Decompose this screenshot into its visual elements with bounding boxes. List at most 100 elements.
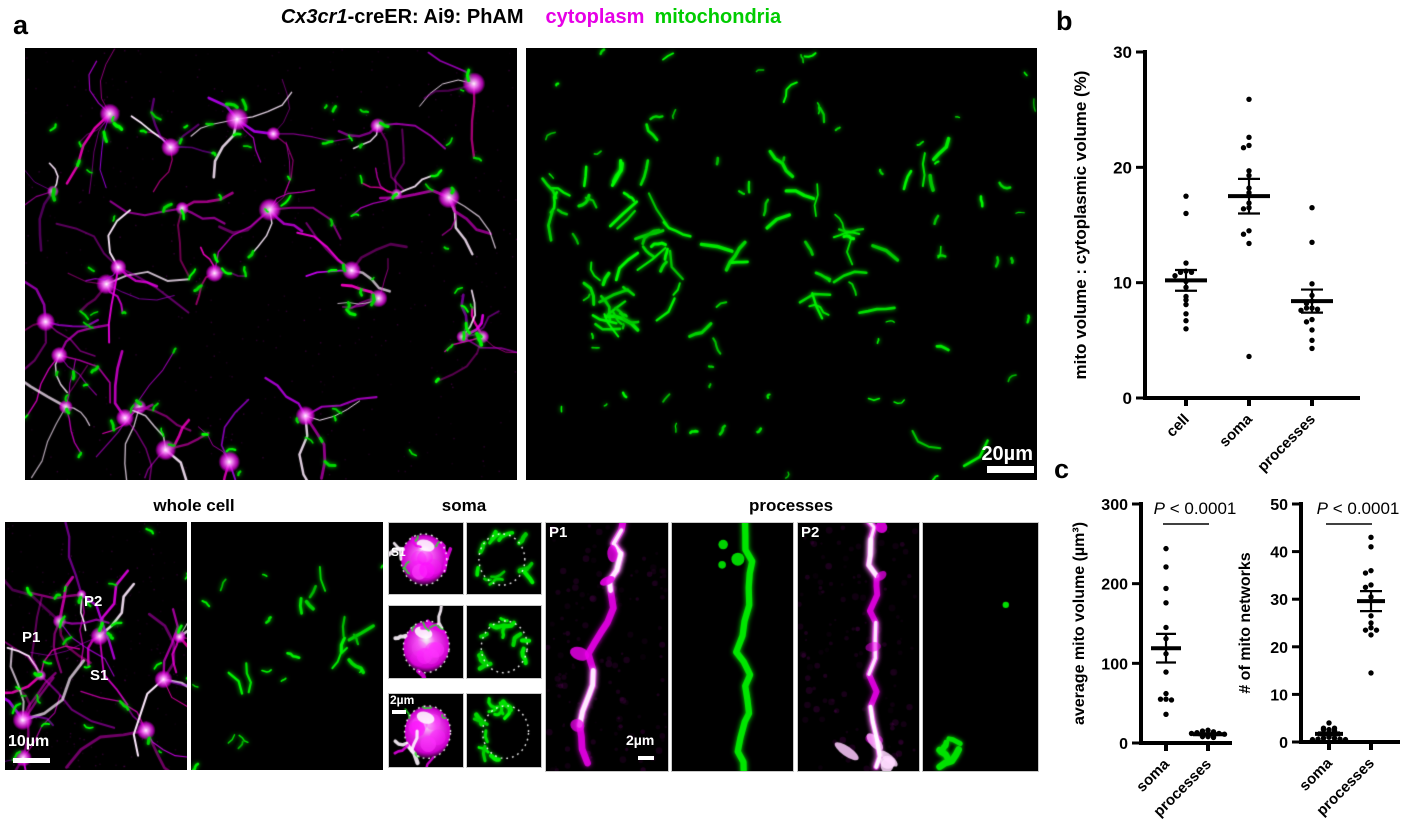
label-process-p2: P2 [801, 524, 820, 541]
panel-letter-b: b [1056, 6, 1073, 36]
label-soma-s1: S1 [391, 545, 406, 559]
data-point [1368, 670, 1374, 676]
data-point [1309, 736, 1316, 743]
data-point [1362, 627, 1369, 633]
y-axis-label: average mito volume (µm³) [1071, 522, 1088, 725]
data-point [1246, 228, 1252, 234]
data-point [1183, 260, 1189, 266]
scale-bar-10um [13, 758, 50, 763]
data-point [1326, 726, 1332, 733]
data-point [1163, 690, 1169, 697]
micrograph-process1-merged [545, 522, 669, 772]
x-category-label: soma [1296, 754, 1336, 794]
data-point [1303, 300, 1310, 307]
y-tick-label: 20 [1270, 640, 1288, 657]
title-construct: -creER: Ai9: PhAM [347, 6, 524, 28]
data-point [1199, 728, 1206, 734]
data-point [1183, 268, 1189, 274]
data-point [1163, 696, 1169, 702]
data-point [1315, 736, 1321, 742]
data-point [1205, 733, 1211, 740]
data-point [1246, 172, 1252, 179]
y-tick-label: 10 [1270, 687, 1288, 704]
data-point [1246, 190, 1252, 196]
data-point [1177, 269, 1184, 275]
micrograph-process1-mito [671, 522, 794, 772]
data-point [1309, 205, 1315, 211]
data-point [1362, 584, 1369, 590]
data-point [1246, 168, 1252, 174]
y-tick-label: 30 [1113, 43, 1132, 62]
data-point [1309, 281, 1315, 287]
data-point [1194, 729, 1200, 736]
data-point [1246, 96, 1252, 102]
x-category-label: cell [1163, 411, 1193, 441]
data-point [1183, 284, 1189, 290]
y-tick-label: 200 [1101, 577, 1128, 594]
y-tick-label: 30 [1270, 592, 1288, 609]
y-tick-label: 20 [1113, 158, 1132, 177]
label-p2: P2 [84, 593, 103, 610]
data-point [1188, 269, 1195, 275]
y-tick-label: 0 [1279, 735, 1288, 752]
data-point [1309, 305, 1315, 311]
scalebar-label-process-2um: 2µm [626, 732, 655, 748]
data-point [1368, 582, 1374, 588]
data-point [1183, 311, 1189, 317]
data-point [1183, 301, 1189, 308]
data-point [1216, 730, 1222, 737]
data-point [1303, 319, 1310, 325]
data-point [1205, 727, 1211, 733]
data-point [1183, 278, 1189, 285]
data-point [1326, 734, 1332, 740]
data-point [1309, 298, 1315, 304]
data-point [1240, 231, 1247, 237]
micrograph-soma3-merged [388, 693, 464, 768]
data-point [1309, 292, 1315, 299]
data-point [1326, 720, 1332, 726]
data-point [1246, 142, 1252, 149]
chart-mito-cytoplasmic-ratio: 0 10 20 30 mito volume : cytoplasmic volume … [1071, 43, 1360, 475]
data-point [1246, 185, 1252, 191]
data-point [1368, 567, 1374, 574]
data-point [1246, 240, 1252, 247]
data-point [1163, 669, 1169, 675]
title-gene: Cx3cr1 [280, 6, 348, 28]
data-point [1362, 570, 1369, 576]
data-point [1221, 731, 1228, 737]
data-point [1309, 345, 1315, 352]
y-tick-label: 10 [1113, 274, 1132, 293]
data-point [1183, 318, 1189, 324]
data-point [1373, 627, 1380, 633]
data-point [1183, 297, 1189, 303]
micrograph-process2-mito [922, 522, 1039, 772]
micrograph-soma1-mito [466, 522, 542, 595]
micrograph-soma1-merged [388, 522, 464, 595]
data-point [1368, 632, 1374, 638]
panel-letter-a: a [13, 10, 29, 40]
data-point [1168, 697, 1175, 703]
data-point [1240, 145, 1247, 151]
section-label-processes: processes [748, 496, 834, 515]
label-p1: P1 [22, 629, 41, 646]
data-point [1246, 205, 1252, 211]
scalebar-label-10um: 10µm [8, 733, 50, 750]
data-point [1320, 735, 1327, 741]
y-tick-label: 40 [1270, 545, 1288, 562]
y-axis-label: mito volume : cytoplasmic volume (%) [1071, 71, 1090, 380]
micrograph-process2-merged [797, 522, 920, 772]
y-tick-label: 0 [1123, 389, 1132, 408]
scalebar-label-soma-2um: 2µm [390, 693, 415, 707]
data-point [1163, 545, 1169, 552]
data-point [1246, 353, 1252, 360]
data-point [1157, 696, 1164, 702]
figure-title: Cx3cr1-creER: Ai9: PhAM cytoplasm mitochon… [25, 6, 1037, 29]
data-point [1337, 736, 1343, 742]
data-point [1183, 210, 1189, 217]
data-point [1210, 729, 1217, 735]
scale-bar-20um [987, 466, 1034, 473]
data-point [1309, 239, 1315, 245]
section-label-soma: soma [441, 496, 487, 515]
